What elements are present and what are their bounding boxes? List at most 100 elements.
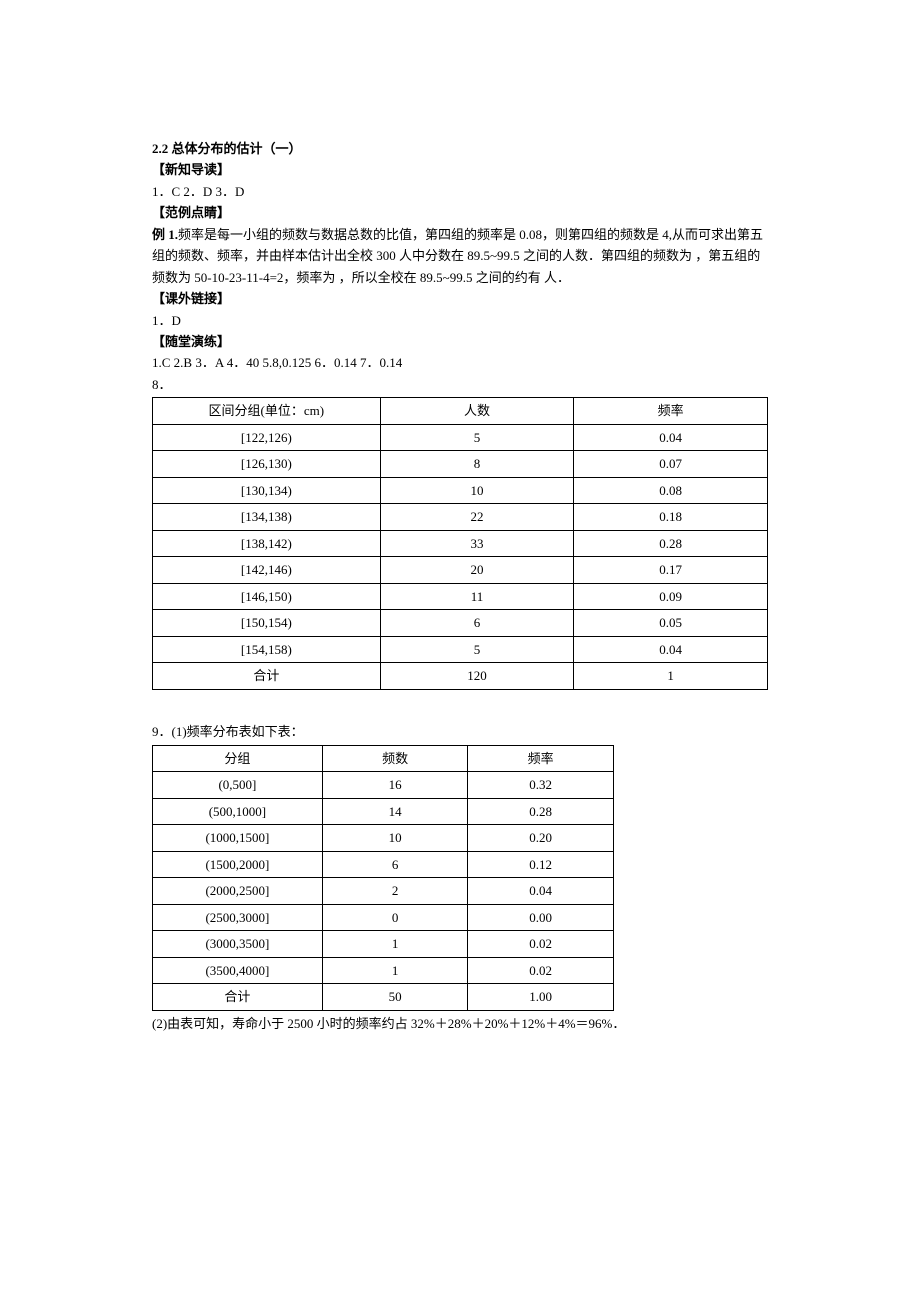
table-row: (0,500]160.32 [153, 772, 614, 799]
table-cell: 2 [322, 878, 468, 905]
heading-suitang: 【随堂演练】 [152, 331, 768, 352]
table-cell: [138,142) [153, 530, 381, 557]
table-cell: 0.04 [574, 424, 768, 451]
heading-xinzhi: 【新知导读】 [152, 159, 768, 180]
table-cell: 合计 [153, 663, 381, 690]
table-cell: 0.09 [574, 583, 768, 610]
example-label: 例 1. [152, 227, 178, 242]
table-row: (1000,1500]100.20 [153, 825, 614, 852]
table-cell: 14 [322, 798, 468, 825]
table-cell: 16 [322, 772, 468, 799]
table-header-cell: 区间分组(单位：cm) [153, 398, 381, 425]
table-row: 合计1201 [153, 663, 768, 690]
xinzhi-answers: 1．C 2．D 3．D [152, 181, 768, 202]
table-cell: 0.04 [468, 878, 614, 905]
kewai-answers: 1．D [152, 310, 768, 331]
table-cell: 50 [322, 984, 468, 1011]
table-cell: 10 [380, 477, 574, 504]
table-row: [146,150)110.09 [153, 583, 768, 610]
table-row: [154,158)50.04 [153, 636, 768, 663]
table-cell: 22 [380, 504, 574, 531]
table-cell: [150,154) [153, 610, 381, 637]
table-header-cell: 频率 [574, 398, 768, 425]
table-cell: (2500,3000] [153, 904, 323, 931]
table-row: (2000,2500]20.04 [153, 878, 614, 905]
table-cell: 1.00 [468, 984, 614, 1011]
table-cell: 1 [574, 663, 768, 690]
table-cell: 5 [380, 636, 574, 663]
suitang-item-8: 8． [152, 374, 768, 395]
table-cell: [146,150) [153, 583, 381, 610]
table-cell: 1 [322, 957, 468, 984]
table-cell: 0.12 [468, 851, 614, 878]
table-row: [122,126)50.04 [153, 424, 768, 451]
table-row: [130,134)100.08 [153, 477, 768, 504]
table-row: (2500,3000]00.00 [153, 904, 614, 931]
document-page: 2.2 总体分布的估计（一） 【新知导读】 1．C 2．D 3．D 【范例点睛】… [0, 0, 920, 1302]
heading-fanli: 【范例点睛】 [152, 202, 768, 223]
example-body: 频率是每一小组的频数与数据总数的比值，第四组的频率是 0.08，则第四组的频数是… [152, 227, 763, 285]
table-header-cell: 频率 [468, 745, 614, 772]
table-cell: 0.17 [574, 557, 768, 584]
table-cell: 0.00 [468, 904, 614, 931]
table-cell: 10 [322, 825, 468, 852]
table-row: [138,142)330.28 [153, 530, 768, 557]
table-cell: 0.08 [574, 477, 768, 504]
table-cell: 0.02 [468, 957, 614, 984]
example-1: 例 1.频率是每一小组的频数与数据总数的比值，第四组的频率是 0.08，则第四组… [152, 224, 768, 288]
frequency-table-1: 区间分组(单位：cm) 人数 频率 [122,126)50.04 [126,13… [152, 397, 768, 690]
table-cell: 0.28 [574, 530, 768, 557]
table-cell: 合计 [153, 984, 323, 1011]
table-row: (500,1000]140.28 [153, 798, 614, 825]
table-cell: 1 [322, 931, 468, 958]
suitang-item-9-1: 9．(1)频率分布表如下表： [152, 721, 768, 742]
table-cell: 6 [322, 851, 468, 878]
table-header-cell: 分组 [153, 745, 323, 772]
table-cell: [154,158) [153, 636, 381, 663]
table-cell: [126,130) [153, 451, 381, 478]
table-cell: (0,500] [153, 772, 323, 799]
table-row: [150,154)60.05 [153, 610, 768, 637]
table-cell: 20 [380, 557, 574, 584]
table-row: 区间分组(单位：cm) 人数 频率 [153, 398, 768, 425]
table-row: [142,146)200.17 [153, 557, 768, 584]
table-cell: 33 [380, 530, 574, 557]
table-cell: 11 [380, 583, 574, 610]
table-cell: 0.05 [574, 610, 768, 637]
table-cell: 0.32 [468, 772, 614, 799]
table-cell: 5 [380, 424, 574, 451]
table-cell: 0 [322, 904, 468, 931]
table-cell: (3500,4000] [153, 957, 323, 984]
table-cell: 0.20 [468, 825, 614, 852]
suitang-item-9-2: (2)由表可知，寿命小于 2500 小时的频率约占 32%＋28%＋20%＋12… [152, 1013, 768, 1034]
table-row: 分组 频数 频率 [153, 745, 614, 772]
table-cell: [134,138) [153, 504, 381, 531]
table-row: (3000,3500]10.02 [153, 931, 614, 958]
table-cell: (1000,1500] [153, 825, 323, 852]
table-row: [126,130)80.07 [153, 451, 768, 478]
table-cell: 0.18 [574, 504, 768, 531]
section-title: 2.2 总体分布的估计（一） [152, 138, 768, 159]
table-cell: 120 [380, 663, 574, 690]
table-cell: (2000,2500] [153, 878, 323, 905]
table-cell: (1500,2000] [153, 851, 323, 878]
suitang-line-1-7: 1.C 2.B 3．A 4．40 5.8,0.125 6．0.14 7．0.14 [152, 352, 768, 373]
table-cell: [130,134) [153, 477, 381, 504]
table-header-cell: 人数 [380, 398, 574, 425]
table-row: 合计501.00 [153, 984, 614, 1011]
frequency-table-2: 分组 频数 频率 (0,500]160.32 (500,1000]140.28 … [152, 745, 614, 1011]
table-cell: 0.02 [468, 931, 614, 958]
table-row: [134,138)220.18 [153, 504, 768, 531]
table-cell: 0.07 [574, 451, 768, 478]
table-cell: [142,146) [153, 557, 381, 584]
table-cell: 0.28 [468, 798, 614, 825]
heading-kewai: 【课外链接】 [152, 288, 768, 309]
table-cell: 0.04 [574, 636, 768, 663]
table-row: (3500,4000]10.02 [153, 957, 614, 984]
table-row: (1500,2000]60.12 [153, 851, 614, 878]
table-cell: [122,126) [153, 424, 381, 451]
table-cell: (500,1000] [153, 798, 323, 825]
table-header-cell: 频数 [322, 745, 468, 772]
table-cell: (3000,3500] [153, 931, 323, 958]
table-cell: 8 [380, 451, 574, 478]
